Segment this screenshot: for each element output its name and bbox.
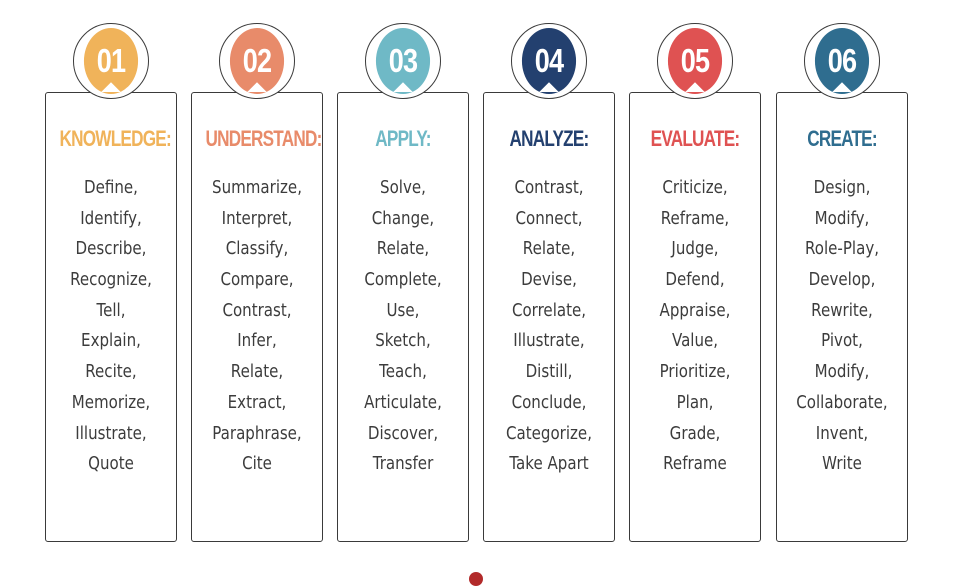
verb-item: Develop, xyxy=(808,270,876,291)
level-column: 03 APPLY: Solve, Change, Relate, Complete, Use… xyxy=(337,0,471,579)
verb-item: Cite xyxy=(242,454,272,475)
badge-pointer-icon xyxy=(539,81,559,92)
verb-item: Relate, xyxy=(522,239,576,260)
level-number-badge: 03 xyxy=(365,23,441,99)
level-column: 05 EVALUATE: Criticize, Reframe, Judge, Defen… xyxy=(629,0,763,579)
verb-item: Correlate, xyxy=(511,300,587,321)
verb-item: Articulate, xyxy=(364,392,442,413)
verb-item: Criticize, xyxy=(662,178,728,198)
badge-pointer-icon xyxy=(393,81,413,92)
verb-item: Conclude, xyxy=(511,392,587,413)
verb-item: Modify, xyxy=(814,362,870,383)
verb-item: Explain, xyxy=(81,331,141,352)
level-card xyxy=(483,92,615,542)
verb-item: Defend, xyxy=(665,270,725,291)
verb-item: Rewrite, xyxy=(811,300,873,321)
verb-item: Connect, xyxy=(515,208,583,229)
level-title: UNDERSTAND: xyxy=(205,126,323,151)
level-card xyxy=(45,92,177,542)
verb-item: Invent, xyxy=(815,423,869,444)
verb-item: Judge, xyxy=(671,239,719,260)
level-number: 01 xyxy=(83,28,139,94)
level-number-badge: 04 xyxy=(511,23,587,99)
verb-item: Recite, xyxy=(85,362,137,383)
verb-item: Value, xyxy=(671,331,719,352)
verb-item: Teach, xyxy=(379,362,427,383)
level-column: 02 UNDERSTAND: Summarize, Interpret, Classif… xyxy=(191,0,325,579)
verb-item: Define, xyxy=(84,178,138,198)
verb-item: Classify, xyxy=(225,239,289,260)
verb-item: Plan, xyxy=(676,392,714,413)
verb-item: Distill, xyxy=(525,362,573,383)
verb-item: Role-Play, xyxy=(804,239,880,260)
verb-list: Criticize, Reframe, Judge, Defend, Appraise,… xyxy=(629,173,761,480)
verb-item: Devise, xyxy=(521,270,577,291)
verb-item: Reframe xyxy=(663,454,727,475)
verb-item: Relate, xyxy=(376,239,430,260)
level-number-badge: 02 xyxy=(219,23,295,99)
verb-item: Identify, xyxy=(80,208,142,229)
verb-item: Pivot, xyxy=(821,331,863,352)
verb-item: Infer, xyxy=(237,331,277,352)
verb-item: Contrast, xyxy=(514,178,584,198)
verb-item: Contrast, xyxy=(222,300,292,321)
verb-item: Describe, xyxy=(75,239,147,260)
verb-list: Contrast, Connect, Relate, Devise, Correlate… xyxy=(483,173,615,480)
level-title: KNOWLEDGE: xyxy=(59,126,172,151)
verb-item: Tell, xyxy=(96,300,126,321)
level-title: EVALUATE: xyxy=(650,126,740,151)
verb-item: Complete, xyxy=(364,270,442,291)
verb-item: Appraise, xyxy=(659,300,731,321)
verb-item: Design, xyxy=(813,178,871,198)
verb-item: Compare, xyxy=(220,270,294,291)
level-title: APPLY: xyxy=(375,126,431,151)
verb-item: Quote xyxy=(88,454,134,475)
badge-pointer-icon xyxy=(247,81,267,92)
level-title: ANALYZE: xyxy=(509,126,590,151)
verb-item: Use, xyxy=(386,300,420,321)
verb-item: Illustrate, xyxy=(513,331,585,352)
level-card xyxy=(337,92,469,542)
verb-item: Memorize, xyxy=(71,392,151,413)
level-card xyxy=(776,92,908,542)
bottom-dot-decoration xyxy=(469,572,483,586)
level-column: 04 ANALYZE: Contrast, Connect, Relate, Devise… xyxy=(483,0,617,579)
verb-list: Define, Identify, Describe, Recognize, Tell,… xyxy=(45,173,177,480)
verb-item: Take Apart xyxy=(509,454,589,475)
verb-item: Paraphrase, xyxy=(212,423,302,444)
level-column: 06 CREATE: Design, Modify, Role-Play, Develop… xyxy=(776,0,910,579)
verb-item: Illustrate, xyxy=(75,423,147,444)
verb-item: Sketch, xyxy=(375,331,431,352)
verb-item: Modify, xyxy=(814,208,870,229)
badge-pointer-icon xyxy=(101,81,121,92)
level-column: 01 KNOWLEDGE: Define, Identify, Describe, Rec… xyxy=(45,0,179,579)
verb-item: Solve, xyxy=(380,178,426,198)
verb-item: Discover, xyxy=(367,423,439,444)
level-card xyxy=(191,92,323,542)
verb-item: Write xyxy=(822,454,862,475)
verb-item: Categorize, xyxy=(506,423,592,444)
verb-list: Summarize, Interpret, Classify, Compare, Con… xyxy=(191,173,323,480)
verb-item: Change, xyxy=(371,208,435,229)
verb-item: Recognize, xyxy=(70,270,152,291)
verb-list: Solve, Change, Relate, Complete, Use, Sketch,… xyxy=(337,173,469,480)
level-title: CREATE: xyxy=(807,126,877,151)
verb-item: Grade, xyxy=(669,423,721,444)
verb-item: Interpret, xyxy=(221,208,293,229)
badge-pointer-icon xyxy=(685,81,705,92)
verb-item: Transfer xyxy=(372,454,434,475)
verb-item: Summarize, xyxy=(212,178,302,198)
verb-item: Relate, xyxy=(230,362,284,383)
verb-item: Extract, xyxy=(227,392,287,413)
verb-item: Reframe, xyxy=(660,208,730,229)
verb-list: Design, Modify, Role-Play, Develop, Rewrite,… xyxy=(776,173,908,480)
verb-item: Collaborate, xyxy=(796,392,888,413)
verb-item: Prioritize, xyxy=(659,362,731,383)
badge-pointer-icon xyxy=(832,81,852,92)
level-card xyxy=(629,92,761,542)
